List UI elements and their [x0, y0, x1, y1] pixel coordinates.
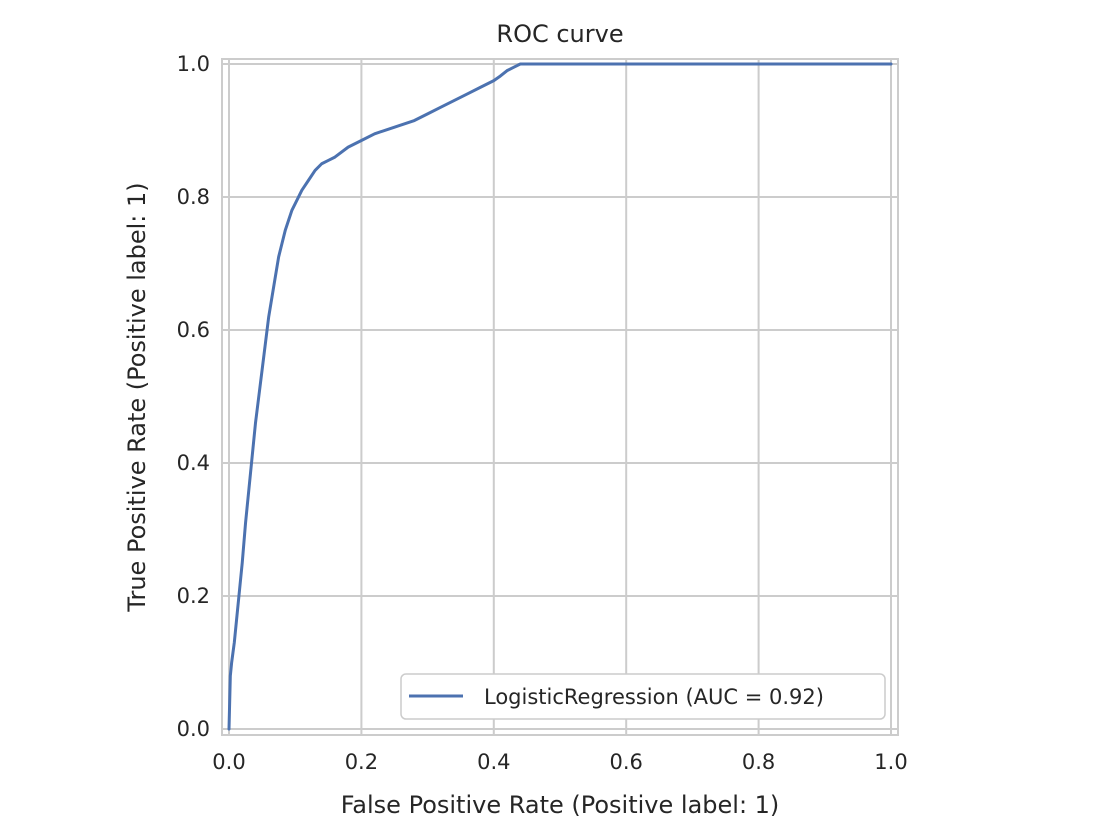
y-axis-label: True Positive Rate (Positive label: 1) [123, 182, 151, 612]
y-tick-label: 0.8 [177, 185, 210, 209]
tick-labels: 0.0 0.2 0.4 0.6 0.8 1.0 0.0 0.2 0.4 0.6 0.8 1.0 [177, 52, 908, 774]
y-tick-label: 0.0 [177, 717, 210, 741]
chart-title: ROC curve [496, 20, 623, 48]
x-axis-label: False Positive Rate (Positive label: 1) [341, 791, 780, 819]
x-tick-label: 0.0 [212, 750, 245, 774]
plot-frame [221, 58, 899, 736]
y-tick-label: 0.6 [177, 318, 210, 342]
x-tick-label: 1.0 [874, 750, 907, 774]
x-tick-label: 0.8 [742, 750, 775, 774]
legend-box [400, 673, 886, 720]
x-tick-label: 0.2 [345, 750, 378, 774]
series-layer [227, 62, 893, 731]
gridlines [222, 59, 898, 735]
y-tick-label: 0.4 [177, 451, 210, 475]
legend: LogisticRegression (AUC = 0.92) [400, 673, 886, 720]
y-tick-label: 0.2 [177, 584, 210, 608]
roc-curve-line [227, 62, 893, 731]
y-tick-label: 1.0 [177, 52, 210, 76]
x-tick-label: 0.4 [477, 750, 510, 774]
x-tick-label: 0.6 [609, 750, 642, 774]
legend-label: LogisticRegression (AUC = 0.92) [484, 685, 824, 709]
